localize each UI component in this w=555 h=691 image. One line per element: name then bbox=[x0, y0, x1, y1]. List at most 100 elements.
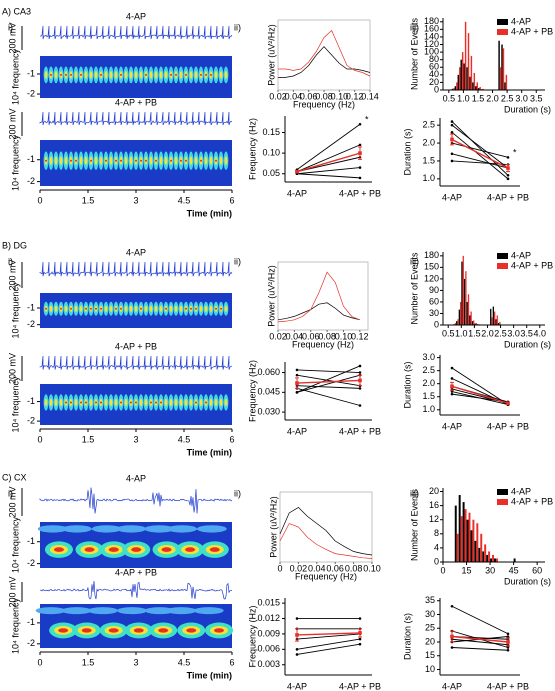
histogram-bar bbox=[463, 63, 465, 90]
spectrogram-blob bbox=[195, 307, 197, 310]
mean-line bbox=[451, 385, 509, 404]
histogram-bar bbox=[462, 255, 464, 325]
spectrogram-blob bbox=[224, 398, 228, 407]
x-tick-label: 3.5 bbox=[530, 93, 543, 103]
y-tick-label: 180 bbox=[424, 250, 439, 260]
x-tick-label: 4-AP + PB bbox=[487, 192, 529, 202]
x-tick-label: 0.04 bbox=[285, 91, 303, 101]
histogram-bar bbox=[459, 67, 461, 90]
subject-point bbox=[295, 648, 299, 651]
spectrogram-blob bbox=[134, 71, 138, 79]
y-tick-label: 30 bbox=[429, 308, 439, 318]
x-tick-label: 4-AP + PB bbox=[339, 681, 381, 691]
y-axis-label: Number of Events bbox=[409, 488, 419, 561]
histogram-bar bbox=[466, 67, 468, 90]
annotation: * bbox=[365, 115, 369, 125]
y-axis-label: Power (uV²/Hz) bbox=[266, 24, 276, 86]
subject-point bbox=[358, 122, 362, 126]
spectrogram-blob bbox=[194, 156, 198, 165]
y-tick-label: 150 bbox=[424, 262, 439, 272]
x-tick-label: 3 bbox=[133, 195, 138, 205]
subject-line bbox=[451, 647, 509, 651]
spectrogram-blob bbox=[79, 156, 83, 165]
x-tick-label: 0.08 bbox=[345, 563, 363, 573]
legend-swatch bbox=[497, 499, 508, 505]
spectrogram-blob bbox=[164, 398, 168, 407]
subject-point bbox=[506, 156, 510, 159]
x-tick-label: 1.5 bbox=[82, 195, 95, 205]
spectrogram-blob bbox=[50, 73, 52, 76]
spectrogram-blob bbox=[193, 607, 224, 615]
spectrogram-blob bbox=[204, 156, 208, 165]
histogram-bar bbox=[496, 315, 498, 325]
spectrogram-blob bbox=[145, 73, 147, 76]
y-tick-label: 0.015 bbox=[257, 598, 280, 608]
x-tick-label: 1.5 bbox=[82, 657, 95, 667]
trace bbox=[39, 111, 233, 126]
subject-point bbox=[506, 177, 510, 181]
spectrogram-blob bbox=[159, 305, 163, 312]
spectrogram-blob bbox=[54, 156, 58, 165]
y-tick-label: -2 bbox=[27, 176, 35, 186]
series-line bbox=[278, 46, 371, 78]
spectrogram-blob bbox=[35, 607, 66, 615]
spectrogram-blob bbox=[139, 71, 143, 79]
spectrogram-blob bbox=[144, 305, 148, 312]
spectrogram-blob bbox=[161, 547, 172, 552]
x-tick-label: 2.5 bbox=[494, 328, 507, 338]
subject-point bbox=[358, 364, 362, 368]
spectrogram-blob bbox=[175, 73, 177, 76]
panel-sublabel: iii) bbox=[410, 488, 419, 498]
x-tick-label: 0.02 bbox=[269, 331, 287, 341]
histogram-bar bbox=[460, 59, 462, 90]
spectrogram-blob bbox=[65, 401, 67, 404]
spectrogram-blob bbox=[81, 628, 92, 633]
spectrogram-blob bbox=[105, 159, 107, 162]
spectrogram-blob bbox=[117, 607, 148, 615]
spectrogram-blob bbox=[108, 547, 119, 552]
x-tick-label: 0 bbox=[37, 434, 42, 444]
y-tick-label: -1 bbox=[27, 536, 35, 546]
x-axis-label: Time (min) bbox=[187, 447, 232, 457]
series-line bbox=[277, 271, 360, 323]
subject-point bbox=[506, 632, 510, 636]
histogram-bar bbox=[513, 558, 516, 562]
subject-point bbox=[295, 391, 299, 394]
histogram-bar bbox=[461, 52, 464, 90]
x-axis-label: Duration (s) bbox=[504, 339, 551, 349]
spectrogram-blob bbox=[214, 71, 218, 79]
plot-frame bbox=[277, 19, 371, 91]
spectrogram-blob bbox=[135, 159, 137, 162]
x-tick-label: 0.02 bbox=[269, 91, 287, 101]
spectrogram-blob bbox=[199, 398, 203, 407]
y-axis-label: Duration (s) bbox=[402, 613, 412, 660]
spectrogram-blob bbox=[140, 307, 142, 310]
y-tick-label: 2.5 bbox=[422, 120, 435, 130]
subject-line bbox=[296, 385, 361, 389]
y-axis-label: Frequency (Hz) bbox=[247, 605, 257, 667]
x-tick-label: 0.5 bbox=[443, 93, 456, 103]
y-tick-label: 20 bbox=[425, 636, 435, 646]
histogram-bar bbox=[494, 311, 496, 325]
trace-title: 4-AP + PB bbox=[115, 341, 157, 351]
y-tick-label: 0.060 bbox=[257, 367, 280, 377]
x-tick-label: 6 bbox=[229, 657, 234, 667]
y-tick-label: 20 bbox=[429, 77, 439, 87]
histogram-bar bbox=[457, 319, 459, 325]
histogram-bar bbox=[470, 530, 473, 562]
y-tick-label: 120 bbox=[424, 273, 439, 283]
spectrogram-blob bbox=[194, 71, 198, 79]
legend-label: 4-AP + PB bbox=[511, 496, 553, 506]
spectrogram-blob bbox=[58, 628, 69, 633]
y-tick-label: 2.5 bbox=[422, 365, 435, 375]
y-tick-label: 60 bbox=[429, 296, 439, 306]
x-tick-label: 4.5 bbox=[178, 657, 191, 667]
x-tick-label: 4-AP + PB bbox=[339, 426, 381, 436]
x-axis-label: Frequency (Hz) bbox=[293, 99, 355, 109]
x-tick-label: 1.5 bbox=[468, 328, 481, 338]
subject-point bbox=[358, 404, 362, 407]
y-tick-label: 60 bbox=[429, 62, 439, 72]
legend-label: 4-AP bbox=[511, 16, 531, 26]
y-tick-label: 0.05 bbox=[262, 168, 280, 178]
